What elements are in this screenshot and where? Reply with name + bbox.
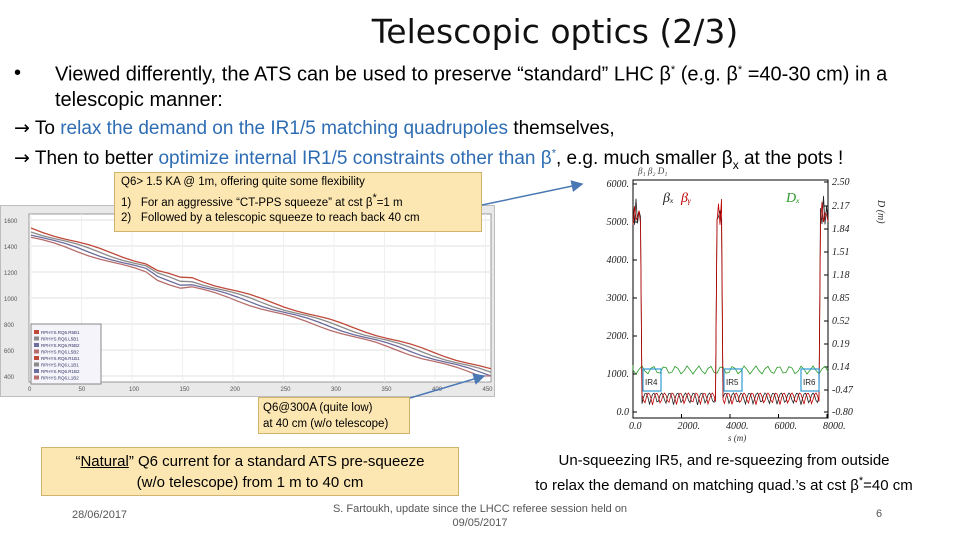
plot-header: β₁ β₂ D₁ [637, 166, 667, 176]
arrow-icon: → [14, 117, 30, 139]
left-legend-item: RPHYS.RQ6.L5B1 [41, 337, 79, 342]
beta-x-curve [632, 195, 829, 406]
slide-title: Telescopic optics (2/3) [371, 12, 739, 51]
y-left-tick: 2000. [607, 331, 630, 342]
ir-label: IR6 [803, 378, 816, 387]
q6-current-series [30, 236, 492, 377]
q6-current-series [30, 231, 492, 373]
q6-current-svg: 1600 1400 1200 1000 800 600 400 0 50 100 150 200 25… [4, 213, 494, 393]
left-x-tick: 350 [382, 387, 393, 393]
x-tick: 8000. [823, 421, 846, 432]
y-right-tick: 1.51 [832, 247, 850, 258]
y-right-tick: -0.47 [832, 385, 854, 396]
y-right-tick: 0.52 [832, 316, 850, 327]
y-right-tick: 0.19 [832, 339, 850, 350]
y-left-tick: 5000. [607, 217, 630, 228]
y-right-tick: 1.18 [832, 270, 850, 281]
left-y-tick: 1400 [4, 245, 18, 251]
ir-box [723, 368, 743, 392]
y-left-tick: 4000. [607, 255, 630, 266]
footer-author: S. Fartoukh, update since the LHCC refer… [332, 503, 628, 529]
left-legend-item: RPHYS.RQ6.R1B2 [41, 369, 80, 374]
y-right-tick: 2.50 [832, 177, 850, 188]
y-left-tick: 1000. [607, 369, 630, 380]
x-tick: 6000. [775, 421, 798, 432]
q6-current-series [30, 227, 492, 370]
optics-svg: β₁ β₂ D₁ 6000. 5000. 4000. 3000. 2000. 1000. 0… [606, 166, 887, 443]
bullet-marker: • [14, 62, 22, 84]
y-left-tick: 6000. [607, 179, 630, 190]
left-y-tick: 800 [4, 323, 15, 329]
legend-betax: βₓ [662, 191, 674, 206]
ir-label: IR5 [726, 378, 739, 387]
left-y-tick: 1200 [4, 271, 18, 277]
y-right-tick: -0.80 [832, 407, 853, 418]
optics-beta-plot: β₁ β₂ D₁ 6000. 5000. 4000. 3000. 2000. 1000. 0… [578, 165, 928, 450]
left-y-tick: 1600 [4, 219, 18, 225]
left-x-tick: 300 [331, 387, 342, 393]
q6-flexibility-note: Q6> 1.5 KA @ 1m, offering quite some fle… [114, 172, 482, 232]
x-axis-label: s (m) [728, 433, 746, 443]
left-x-tick: 50 [79, 387, 86, 393]
footer-date: 28/06/2017 [72, 509, 128, 521]
x-tick: 4000. [726, 421, 749, 432]
left-legend-item: RPHYS.RQ6.R5B2 [41, 343, 80, 348]
arrow-point-1: → To relax the demand on the IR1/5 match… [14, 117, 615, 139]
bullet-text: Viewed differently, the ATS can be used … [55, 63, 888, 111]
dispersion-curve [632, 365, 829, 375]
y-right-axis-label: D (m) [875, 199, 886, 224]
left-legend-item: RPHYS.RQ6.L5B2 [41, 350, 79, 355]
ir-box [642, 368, 662, 392]
y-right-tick: 0.85 [832, 293, 850, 304]
unsqueeze-caption: Un-squeezing IR5, and re-squeezing from … [505, 447, 943, 496]
left-legend-item: RPHYS.RQ6.L1B2 [41, 376, 79, 381]
q6-current-plot: 1600 1400 1200 1000 800 600 400 0 50 100 150 200 25… [0, 205, 495, 397]
beta-symbol: β [659, 63, 671, 86]
legend-dx: Dₓ [785, 191, 800, 206]
arrow-point-2: → Then to better optimize internal IR1/5… [14, 147, 844, 172]
y-left-tick: 0.0 [617, 407, 630, 418]
x-tick: 2000. [678, 421, 701, 432]
left-y-tick: 400 [4, 375, 15, 381]
legend-betay: βᵧ [680, 191, 692, 206]
left-legend-item: RPHYS.RQ6.R5B1 [41, 330, 80, 335]
left-x-tick: 150 [180, 387, 191, 393]
y-right-tick: 1.84 [832, 224, 850, 235]
y-right-tick: 2.17 [832, 201, 851, 212]
x-tick: 0.0 [629, 421, 642, 432]
left-x-tick: 200 [230, 387, 241, 393]
q6-current-series [30, 234, 492, 377]
left-x-tick: 450 [483, 387, 494, 393]
left-y-tick: 600 [4, 349, 15, 355]
page-number: 6 [876, 508, 883, 520]
left-y-tick: 1000 [4, 297, 18, 303]
y-left-tick: 3000. [606, 293, 630, 304]
left-x-tick: 0 [28, 387, 32, 393]
arrow-icon: → [14, 147, 30, 169]
left-x-tick: 250 [281, 387, 292, 393]
left-x-tick: 100 [129, 387, 140, 393]
natural-q6-caption: “Natural” Q6 current for a standard ATS … [41, 447, 459, 496]
y-right-tick: 0.14 [832, 362, 850, 373]
left-legend-item: RPHYS.RQ6.L1B1 [41, 363, 79, 368]
beta-y-curve [632, 198, 829, 406]
q6-low-current-note: Q6@300A (quite low) at 40 cm (w/o telesc… [258, 397, 410, 434]
ir-label: IR4 [645, 378, 658, 387]
left-legend-item: RPHYS.RQ6.R1B1 [41, 356, 80, 361]
ir-box [800, 368, 820, 392]
